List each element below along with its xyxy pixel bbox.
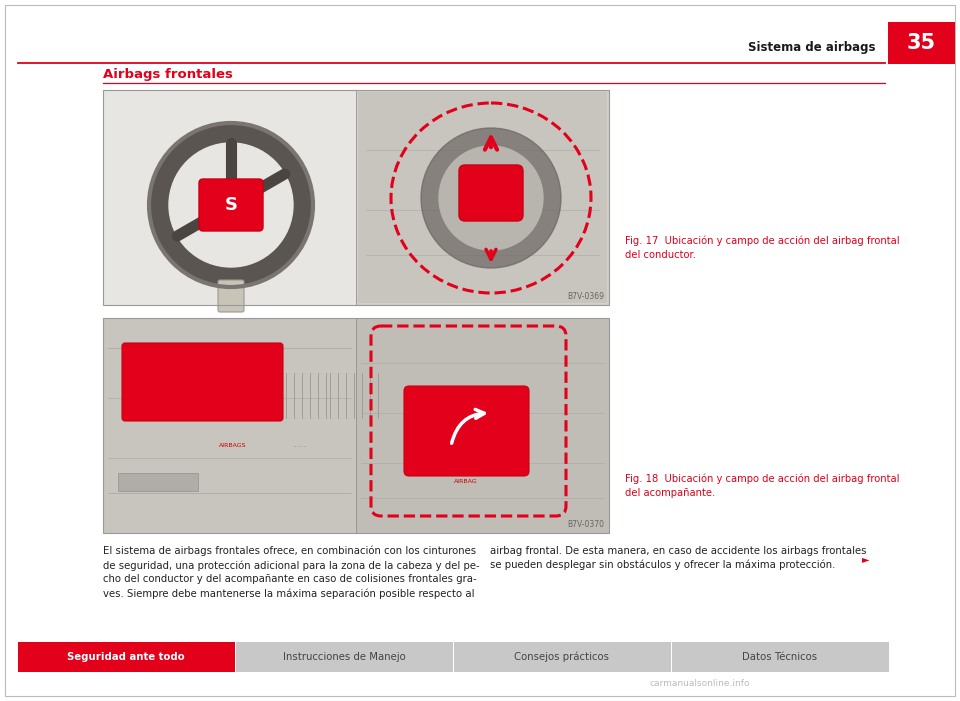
- Text: Airbags frontales: Airbags frontales: [103, 68, 233, 81]
- Text: AIRBAG: AIRBAG: [454, 479, 478, 484]
- Bar: [103, 318, 609, 533]
- Text: El sistema de airbags frontales ofrece, en combinación con los cinturones
de seg: El sistema de airbags frontales ofrece, …: [103, 546, 480, 599]
- Bar: [358, 92, 607, 303]
- Circle shape: [421, 128, 561, 268]
- Circle shape: [149, 123, 313, 287]
- Text: AIRBAGS: AIRBAGS: [219, 443, 247, 448]
- Bar: [356, 90, 609, 305]
- Text: Seguridad ante todo: Seguridad ante todo: [67, 652, 185, 662]
- Text: B7V-0370: B7V-0370: [567, 520, 604, 529]
- Bar: [672, 642, 889, 672]
- Text: Fig. 18  Ubicación y campo de acción del airbag frontal
del acompañante.: Fig. 18 Ubicación y campo de acción del …: [625, 473, 900, 498]
- Text: Datos Técnicos: Datos Técnicos: [742, 652, 818, 662]
- Bar: [888, 22, 955, 64]
- Bar: [103, 318, 356, 533]
- Circle shape: [213, 187, 249, 223]
- Bar: [103, 90, 356, 305]
- Text: Instrucciones de Manejo: Instrucciones de Manejo: [282, 652, 405, 662]
- Circle shape: [169, 143, 293, 267]
- Bar: [18, 642, 235, 672]
- FancyBboxPatch shape: [122, 343, 283, 421]
- FancyBboxPatch shape: [199, 179, 263, 231]
- Circle shape: [439, 146, 543, 250]
- Text: B7V-0369: B7V-0369: [567, 292, 604, 301]
- FancyBboxPatch shape: [459, 165, 523, 221]
- Text: airbag frontal. De esta manera, en caso de accidente los airbags frontales
se pu: airbag frontal. De esta manera, en caso …: [490, 546, 867, 571]
- Bar: [454, 642, 671, 672]
- Text: S: S: [225, 196, 237, 214]
- Bar: [236, 642, 453, 672]
- FancyBboxPatch shape: [218, 280, 244, 312]
- FancyBboxPatch shape: [404, 386, 529, 476]
- Text: Fig. 17  Ubicación y campo de acción del airbag frontal
del conductor.: Fig. 17 Ubicación y campo de acción del …: [625, 235, 900, 259]
- Text: ........: ........: [293, 443, 307, 448]
- Bar: [103, 90, 609, 305]
- Text: Consejos prácticos: Consejos prácticos: [515, 652, 610, 662]
- Text: Sistema de airbags: Sistema de airbags: [749, 41, 876, 54]
- Text: ►: ►: [862, 554, 870, 564]
- Text: carmanualsonline.info: carmanualsonline.info: [650, 679, 751, 688]
- Bar: [356, 318, 609, 533]
- Bar: [118, 473, 198, 491]
- Text: 35: 35: [906, 33, 936, 53]
